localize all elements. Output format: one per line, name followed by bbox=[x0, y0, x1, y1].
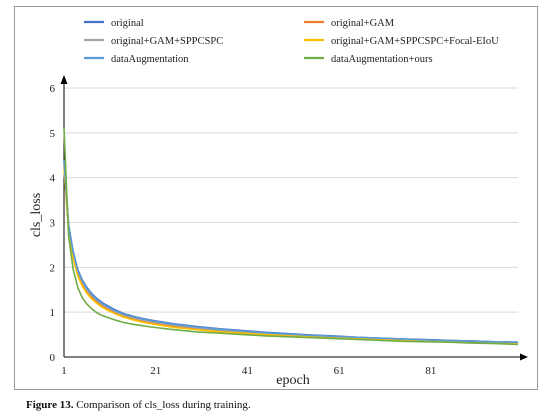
figure-caption: Figure 13. Comparison of cls_loss during… bbox=[26, 399, 251, 411]
grid-lines bbox=[64, 87, 518, 313]
series-line bbox=[63, 168, 519, 344]
x-tick-label: 1 bbox=[61, 365, 67, 377]
chart-frame bbox=[14, 6, 538, 390]
y-tick-label: 4 bbox=[50, 173, 56, 185]
y-tick-label: 5 bbox=[50, 128, 56, 140]
y-tick-label: 6 bbox=[50, 83, 56, 95]
y-tick-label: 1 bbox=[50, 307, 56, 319]
figure-caption-label: Figure 13. bbox=[26, 399, 74, 411]
y-tick-label: 3 bbox=[50, 218, 56, 230]
figure-caption-text: Comparison of cls_loss during training. bbox=[73, 399, 251, 411]
x-tick-label: 21 bbox=[150, 365, 161, 377]
legend-label: dataAugmentation bbox=[111, 54, 189, 65]
x-tick-label: 81 bbox=[425, 365, 436, 377]
y-axis-arrow bbox=[60, 75, 68, 84]
legend-label: original bbox=[111, 18, 144, 29]
x-axis-arrow bbox=[520, 353, 528, 361]
series-lines bbox=[63, 128, 519, 346]
legend-label: original+GAM bbox=[331, 18, 395, 29]
legend: original original+GAM original+GAM+SPPCSPC… bbox=[84, 18, 499, 65]
x-tick-label: 41 bbox=[242, 365, 253, 377]
legend-label: dataAugmentation+ours bbox=[331, 54, 433, 65]
legend-label: original+GAM+SPPCSPC+Focal-EIoU bbox=[331, 36, 499, 47]
y-axis-title: cls_loss bbox=[29, 193, 44, 237]
x-axis-title: epoch bbox=[276, 373, 309, 388]
series-line bbox=[63, 128, 519, 346]
y-tick-label: 0 bbox=[50, 352, 56, 364]
legend-label: original+GAM+SPPCSPC bbox=[111, 36, 223, 47]
y-tick-label: 2 bbox=[50, 262, 56, 274]
x-tick-label: 61 bbox=[334, 365, 345, 377]
series-line bbox=[63, 160, 519, 343]
series-line bbox=[63, 159, 519, 343]
